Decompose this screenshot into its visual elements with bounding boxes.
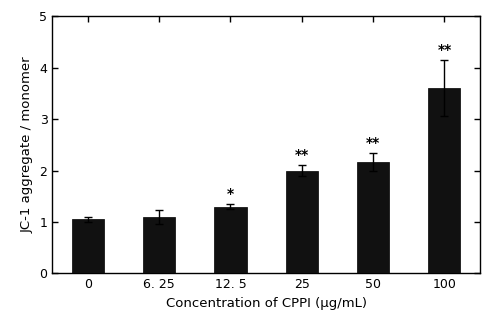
X-axis label: Concentration of CPPI (μg/mL): Concentration of CPPI (μg/mL) [165, 297, 367, 310]
Bar [357, 162, 389, 273]
Text: **: ** [295, 148, 309, 162]
Text: **: ** [366, 136, 380, 150]
Bar [72, 220, 104, 273]
Text: **: ** [437, 43, 452, 57]
Bar [428, 88, 461, 273]
Y-axis label: JC-1 aggregate / monomer: JC-1 aggregate / monomer [21, 56, 34, 233]
Bar [286, 170, 318, 273]
Bar [215, 206, 246, 273]
Text: *: * [227, 187, 234, 201]
Bar [143, 217, 175, 273]
